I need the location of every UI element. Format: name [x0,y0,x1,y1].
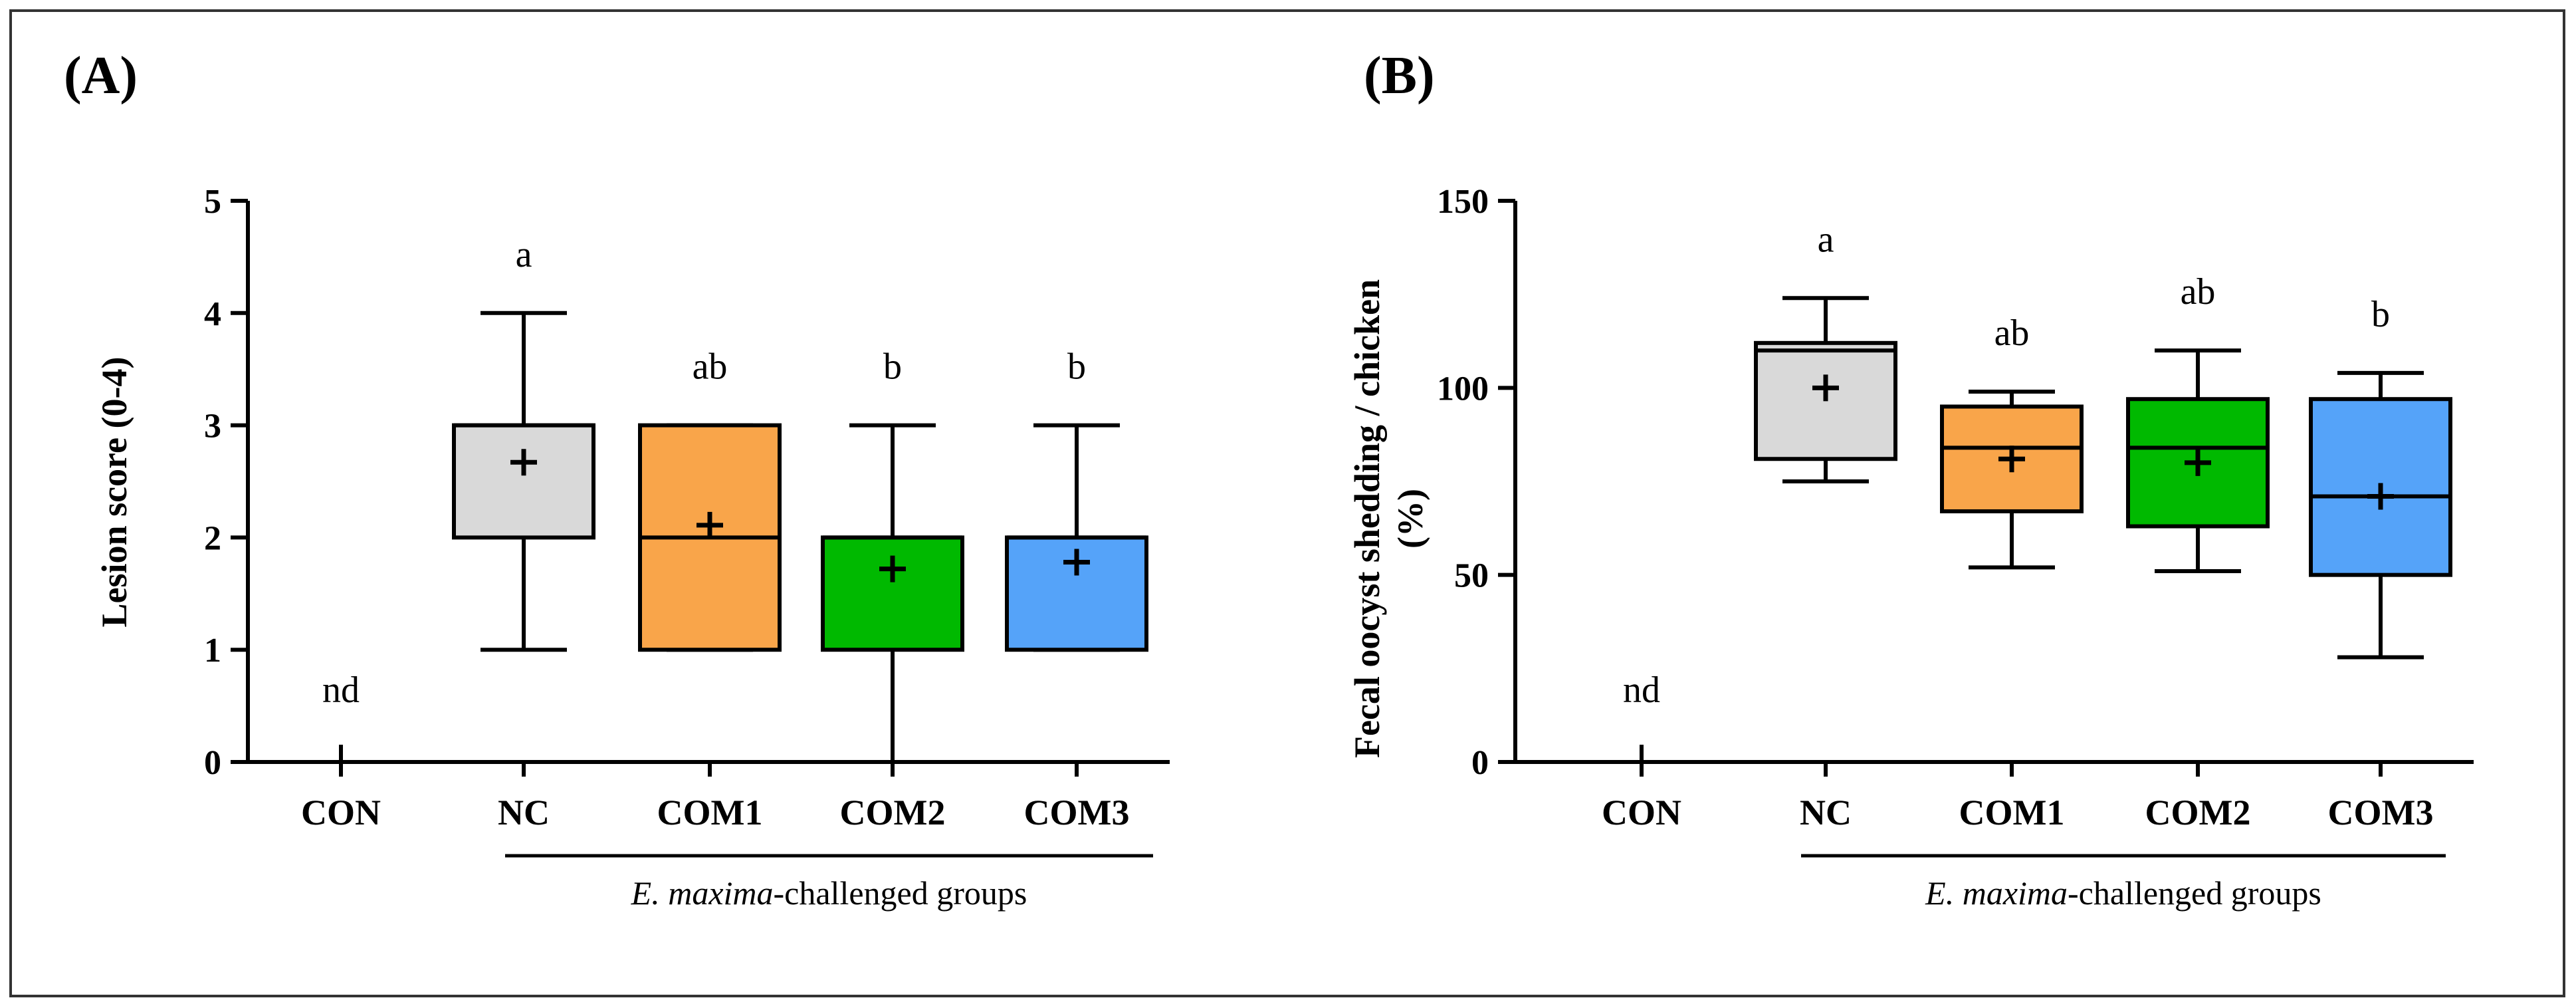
x-category-label: CON [301,793,381,832]
group-bracket-label-species: E. maxima [631,874,774,912]
group-bracket-label-species: E. maxima [1925,874,2068,912]
panel-b-y-axis-title-line1: Fecal oocyst shedding / chicken [1347,279,1387,758]
x-category-label: CON [1602,793,1681,832]
x-category-label: COM3 [1024,793,1130,832]
group-bracket-label-rest: -challenged groups [2068,874,2321,912]
group-bracket-label: E. maxima-challenged groups [1925,874,2321,912]
significance-letter: ab [1994,313,2030,354]
y-tick-label: 1 [204,632,221,670]
significance-letter: b [2371,294,2390,335]
y-tick-label: 100 [1437,370,1489,408]
panel-a-y-axis-title: Lesion score (0-4) [94,357,134,628]
y-tick-label: 150 [1437,183,1489,221]
x-category-label: COM1 [1959,793,2065,832]
panel-b: (B) Fecal oocyst shedding / chicken (%) … [1347,47,2474,912]
y-tick-label: 4 [204,295,221,333]
y-tick-label: 2 [204,519,221,557]
y-tick-label: 5 [204,183,221,221]
significance-letter: a [1818,219,1834,260]
x-category-label: COM1 [657,793,763,832]
y-tick-label: 50 [1454,557,1489,595]
panel-a: (A) Lesion score (0-4) 0 1 2 3 4 5 CON nd NC a COM… [64,47,1170,912]
significance-letter: a [516,234,532,275]
group-bracket-label: E. maxima-challenged groups [631,874,1027,912]
panel-b-plot: 0 50 100 150 CON nd NC a COM1 ab COM2 ab COM3 b E. max… [1437,183,2474,912]
x-category-label: COM2 [2145,793,2251,832]
y-tick-label: 0 [1471,744,1489,782]
y-tick-label: 3 [204,408,221,445]
panel-a-plot: 0 1 2 3 4 5 CON nd NC a COM1 ab COM2 b COM3 b E. maxima-… [204,183,1170,912]
group-bracket-label-rest: -challenged groups [774,874,1027,912]
panel-b-label: (B) [1364,47,1435,105]
x-category-label: COM3 [2328,793,2434,832]
box-iqr [821,535,964,652]
significance-letter: b [883,346,902,388]
x-category-label: COM2 [840,793,946,832]
x-category-label: NC [1800,793,1852,832]
significance-letter: ab [693,346,728,388]
significance-letter: nd [1623,670,1660,711]
x-category-label: NC [498,793,550,832]
box-iqr [452,423,595,540]
significance-letter: b [1067,346,1086,388]
significance-letter: nd [322,670,360,711]
panel-b-y-axis-title-line2: (%) [1390,489,1430,549]
y-tick-label: 0 [204,744,221,782]
panel-a-label: (A) [64,47,138,105]
significance-letter: ab [2181,271,2216,313]
